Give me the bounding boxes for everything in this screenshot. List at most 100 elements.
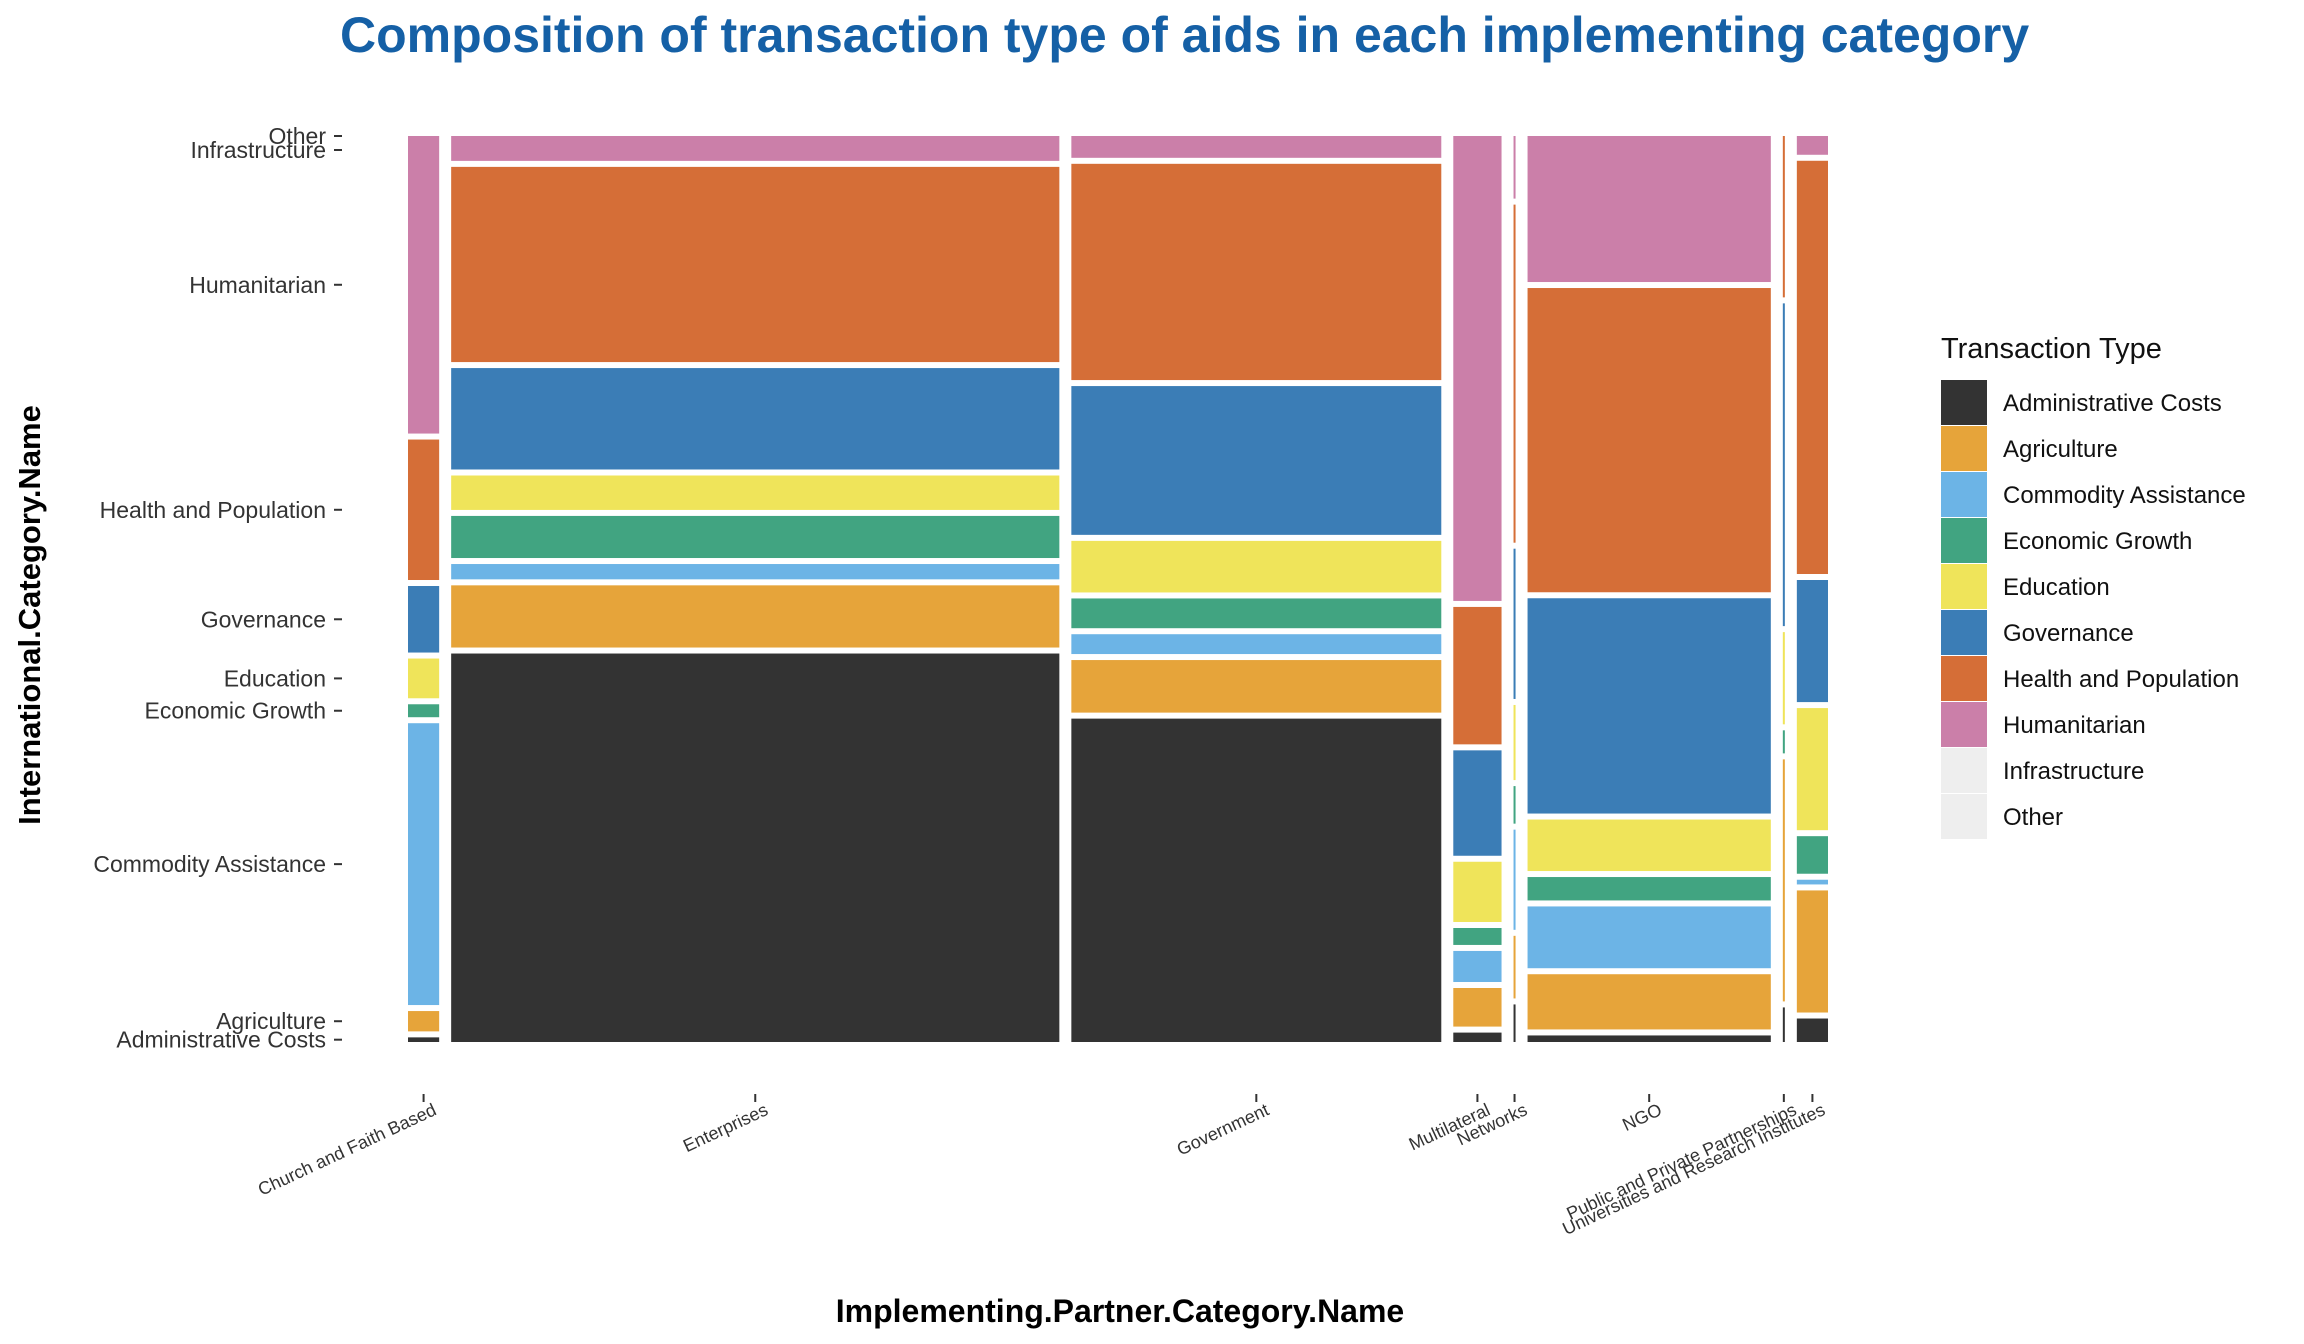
tile-government-commodity-assistance — [1071, 634, 1442, 655]
column-government — [1071, 136, 1442, 1042]
tile-multilateral-education — [1453, 861, 1502, 922]
tile-multilateral-humanitarian — [1453, 136, 1502, 601]
legend-item-agriculture: Agriculture — [1941, 426, 2118, 473]
tile-universities-and-research-institutes-economic-growth — [1796, 836, 1828, 874]
tile-ngo-commodity-assistance — [1527, 906, 1771, 969]
legend-label-health-and-population: Health and Population — [2003, 666, 2239, 693]
legend-label-administrative-costs: Administrative Costs — [2003, 390, 2222, 417]
legend-item-commodity-assistance: Commodity Assistance — [1941, 472, 2246, 519]
y-axis-title: International.Category.Name — [12, 405, 47, 825]
x-tick-label-universities-and-research-institutes: Universities and Research Institutes — [1559, 1099, 1828, 1238]
tile-public-and-private-partnerships-education — [1782, 632, 1785, 725]
tile-enterprises-governance — [451, 368, 1060, 470]
tile-enterprises-education — [451, 475, 1060, 510]
tile-public-and-private-partnerships-agriculture — [1782, 759, 1785, 1002]
column-church-and-faith-based — [408, 136, 440, 1042]
tile-multilateral-governance — [1453, 750, 1502, 856]
column-universities-and-research-institutes — [1796, 136, 1828, 1042]
legend-key-other — [1941, 794, 1987, 840]
tile-ngo-humanitarian — [1527, 136, 1771, 283]
legend-key-agriculture — [1941, 426, 1987, 472]
x-tick-label-enterprises: Enterprises — [680, 1099, 771, 1156]
tile-ngo-education — [1527, 819, 1771, 872]
tile-multilateral-administrative-costs — [1453, 1032, 1502, 1042]
tile-public-and-private-partnerships-economic-growth — [1782, 730, 1785, 754]
tile-universities-and-research-institutes-education — [1796, 708, 1828, 831]
tile-networks-education — [1513, 704, 1516, 781]
legend-item-humanitarian: Humanitarian — [1941, 702, 2146, 749]
tile-government-agriculture — [1071, 660, 1442, 713]
y-tick-label-humanitarian: Humanitarian — [189, 272, 326, 298]
y-tick-label-administrative-costs: Administrative Costs — [116, 1027, 326, 1053]
tile-ngo-economic-growth — [1527, 877, 1771, 901]
legend-item-health-and-population: Health and Population — [1941, 656, 2239, 703]
legend-key-education — [1941, 564, 1987, 610]
legend-key-governance — [1941, 610, 1987, 656]
column-enterprises — [451, 136, 1060, 1042]
x-axis: Church and Faith Based Enterprises Governm… — [255, 1094, 1828, 1239]
tile-networks-administrative-costs — [1513, 1004, 1516, 1042]
tile-networks-governance — [1513, 548, 1516, 699]
legend-item-infrastructure: Infrastructure — [1941, 748, 2144, 795]
legend-label-other: Other — [2003, 804, 2063, 831]
legend-label-governance: Governance — [2003, 620, 2134, 647]
y-tick-label-infrastructure: Infrastructure — [191, 137, 327, 163]
tile-government-administrative-costs — [1071, 718, 1442, 1042]
tile-networks-agriculture — [1513, 935, 1516, 999]
tile-networks-humanitarian — [1513, 136, 1516, 199]
tile-universities-and-research-institutes-administrative-costs — [1796, 1018, 1828, 1042]
tile-networks-economic-growth — [1513, 786, 1516, 824]
chart-title: Composition of transaction type of aids … — [340, 7, 2029, 63]
legend-label-agriculture: Agriculture — [2003, 436, 2118, 463]
tile-universities-and-research-institutes-agriculture — [1796, 890, 1828, 1013]
tile-universities-and-research-institutes-humanitarian — [1796, 136, 1828, 155]
y-tick-label-commodity-assistance: Commodity Assistance — [93, 851, 326, 877]
tile-church-and-faith-based-agriculture — [408, 1011, 440, 1032]
column-public-and-private-partnerships — [1782, 136, 1785, 1042]
y-tick-label-education: Education — [224, 665, 326, 691]
legend-label-commodity-assistance: Commodity Assistance — [2003, 482, 2246, 509]
x-tick-label-ngo: NGO — [1619, 1099, 1665, 1134]
legend-item-economic-growth: Economic Growth — [1941, 518, 2192, 565]
tile-government-humanitarian — [1071, 136, 1442, 158]
tile-enterprises-agriculture — [451, 585, 1060, 648]
mosaic-tiles — [408, 136, 1828, 1042]
tile-universities-and-research-institutes-health-and-population — [1796, 160, 1828, 574]
tile-ngo-health-and-population — [1527, 288, 1771, 593]
column-ngo — [1527, 136, 1771, 1042]
legend-key-health-and-population — [1941, 656, 1987, 702]
tile-enterprises-economic-growth — [451, 515, 1060, 559]
tile-government-education — [1071, 540, 1442, 593]
tile-universities-and-research-institutes-governance — [1796, 580, 1828, 703]
legend-label-economic-growth: Economic Growth — [2003, 528, 2192, 555]
legend-label-infrastructure: Infrastructure — [2003, 758, 2144, 785]
legend-key-infrastructure — [1941, 748, 1987, 794]
y-tick-label-agriculture: Agriculture — [216, 1008, 326, 1034]
tile-enterprises-health-and-population — [451, 166, 1060, 363]
column-multilateral — [1453, 136, 1502, 1042]
tile-networks-health-and-population — [1513, 204, 1516, 543]
tile-ngo-administrative-costs — [1527, 1035, 1771, 1042]
tile-enterprises-humanitarian — [451, 136, 1060, 161]
tile-enterprises-commodity-assistance — [451, 564, 1060, 580]
legend-item-governance: Governance — [1941, 610, 2134, 657]
tile-church-and-faith-based-humanitarian — [408, 136, 440, 434]
tile-ngo-governance — [1527, 598, 1771, 814]
tile-government-economic-growth — [1071, 598, 1442, 629]
tile-public-and-private-partnerships-health-and-population — [1782, 136, 1785, 298]
tile-church-and-faith-based-governance — [408, 586, 440, 653]
x-tick-label-church-and-faith-based: Church and Faith Based — [255, 1099, 439, 1199]
tile-public-and-private-partnerships-administrative-costs — [1782, 1007, 1785, 1042]
legend-item-education: Education — [1941, 564, 2110, 611]
y-tick-label-health-and-population: Health and Population — [100, 497, 326, 523]
column-networks — [1513, 136, 1516, 1042]
legend-key-economic-growth — [1941, 518, 1987, 564]
legend: Transaction Type Administrative Costs Agr… — [1941, 333, 2246, 841]
tile-multilateral-economic-growth — [1453, 928, 1502, 945]
x-tick-label-government: Government — [1174, 1099, 1272, 1159]
tile-church-and-faith-based-health-and-population — [408, 439, 440, 581]
tile-government-health-and-population — [1071, 163, 1442, 381]
tile-public-and-private-partnerships-governance — [1782, 303, 1785, 627]
tile-church-and-faith-based-education — [408, 658, 440, 699]
